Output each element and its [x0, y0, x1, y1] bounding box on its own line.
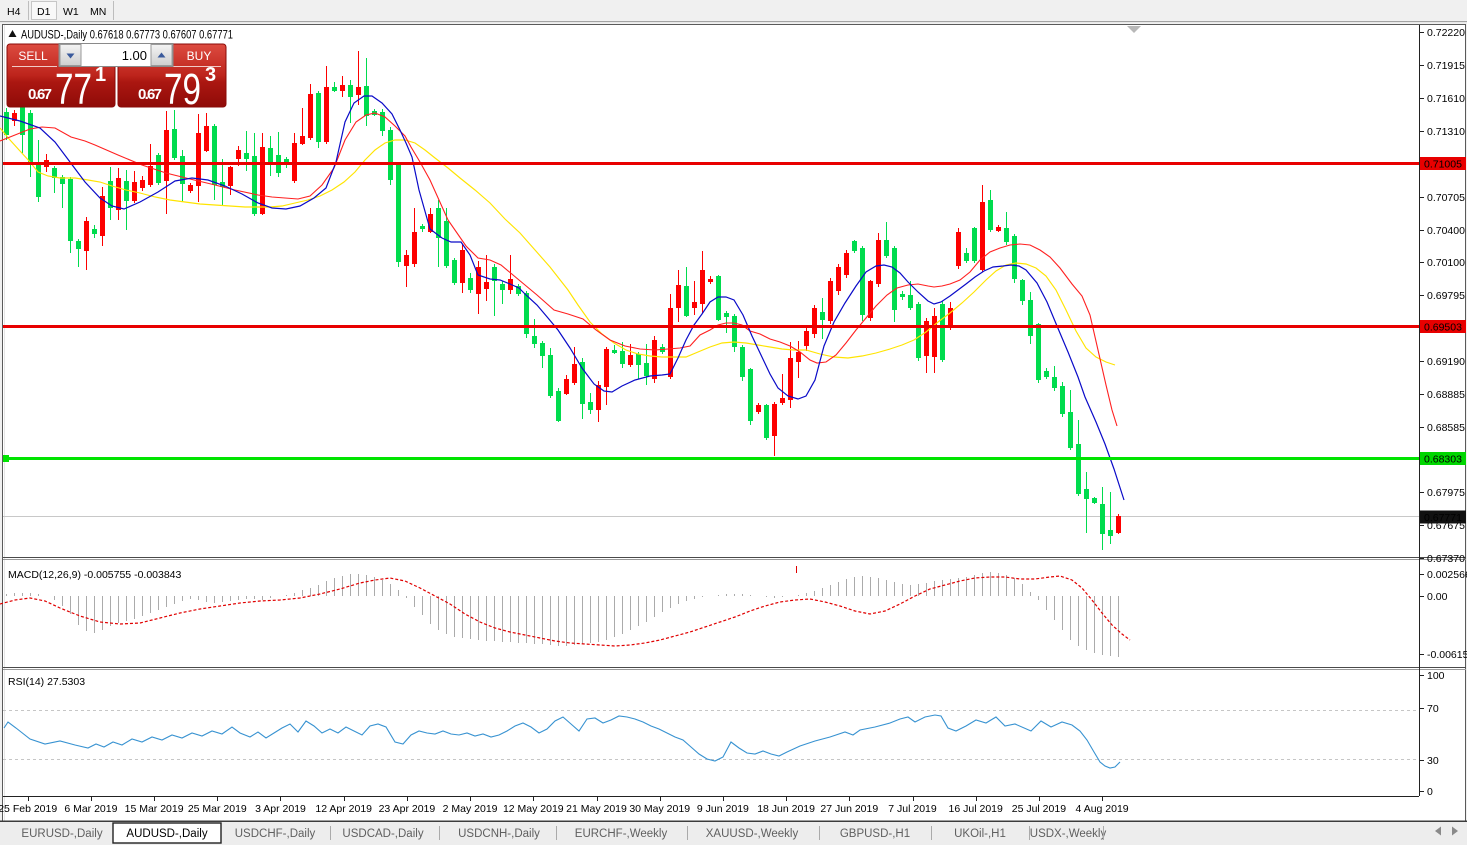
svg-text:0.67771: 0.67771 [1424, 512, 1462, 524]
svg-text:D1: D1 [37, 6, 51, 18]
svg-text:UKOil-,H1: UKOil-,H1 [954, 828, 1006, 840]
svg-text:0.69190: 0.69190 [1427, 356, 1465, 368]
svg-text:MACD(12,26,9) -0.005755 -0.003: MACD(12,26,9) -0.005755 -0.003843 [8, 569, 182, 581]
svg-text:EURUSD-,Daily: EURUSD-,Daily [21, 828, 102, 840]
svg-text:MN: MN [90, 6, 106, 18]
svg-text:0.71610: 0.71610 [1427, 93, 1465, 105]
svg-text:12 May 2019: 12 May 2019 [503, 803, 564, 815]
svg-text:0.68303: 0.68303 [1424, 454, 1462, 466]
svg-text:2 May 2019: 2 May 2019 [443, 803, 498, 815]
svg-text:USDCHF-,Daily: USDCHF-,Daily [235, 828, 316, 840]
svg-text:0: 0 [1427, 786, 1433, 798]
svg-text:25 Mar 2019: 25 Mar 2019 [188, 803, 247, 815]
svg-text:4 Aug 2019: 4 Aug 2019 [1076, 803, 1129, 815]
svg-text:USDCAD-,Daily: USDCAD-,Daily [342, 828, 423, 840]
svg-text:H4: H4 [7, 6, 21, 18]
svg-text:0.70400: 0.70400 [1427, 225, 1465, 237]
svg-text:7 Jul 2019: 7 Jul 2019 [888, 803, 937, 815]
svg-text:0.71915: 0.71915 [1427, 60, 1465, 72]
svg-text:0.70705: 0.70705 [1427, 192, 1465, 204]
svg-text:USDX-,Weekly: USDX-,Weekly [1030, 828, 1107, 840]
svg-text:0.71310: 0.71310 [1427, 126, 1465, 138]
svg-text:1: 1 [95, 64, 106, 86]
svg-text:BUY: BUY [187, 49, 212, 63]
svg-text:0.67975: 0.67975 [1427, 487, 1465, 499]
svg-text:SELL: SELL [18, 49, 48, 63]
svg-text:0.69795: 0.69795 [1427, 290, 1465, 302]
svg-text:RSI(14) 27.5303: RSI(14) 27.5303 [8, 676, 85, 688]
svg-text:AUDUSD-,Daily: AUDUSD-,Daily [126, 828, 207, 840]
svg-text:18 Jun 2019: 18 Jun 2019 [757, 803, 815, 815]
svg-text:21 May 2019: 21 May 2019 [566, 803, 627, 815]
svg-text:0.67370: 0.67370 [1427, 553, 1465, 565]
svg-text:XAUUSD-,Weekly: XAUUSD-,Weekly [706, 828, 799, 840]
svg-text:GBPUSD-,H1: GBPUSD-,H1 [840, 828, 910, 840]
svg-text:0.69503: 0.69503 [1424, 322, 1462, 334]
svg-text:0.67: 0.67 [138, 86, 162, 103]
svg-text:30 May 2019: 30 May 2019 [629, 803, 690, 815]
svg-text:27 Jun 2019: 27 Jun 2019 [820, 803, 878, 815]
svg-text:W1: W1 [63, 6, 79, 18]
svg-text:9 Jun 2019: 9 Jun 2019 [697, 803, 749, 815]
svg-text:3 Apr 2019: 3 Apr 2019 [255, 803, 306, 815]
svg-text:15 Mar 2019: 15 Mar 2019 [125, 803, 184, 815]
svg-text:70: 70 [1427, 703, 1439, 715]
svg-text:25 Feb 2019: 25 Feb 2019 [0, 803, 57, 815]
svg-text:1.00: 1.00 [122, 48, 147, 63]
svg-text:USDCNH-,Daily: USDCNH-,Daily [458, 828, 540, 840]
svg-text:30: 30 [1427, 755, 1439, 767]
svg-text:77: 77 [55, 65, 92, 114]
svg-text:100: 100 [1427, 670, 1445, 682]
svg-text:0.00: 0.00 [1427, 591, 1448, 603]
svg-text:0.68585: 0.68585 [1427, 422, 1465, 434]
svg-text:3: 3 [205, 64, 216, 86]
svg-text:0.67: 0.67 [28, 86, 52, 103]
svg-text:0.68885: 0.68885 [1427, 389, 1465, 401]
svg-text:25 Jul 2019: 25 Jul 2019 [1012, 803, 1066, 815]
svg-text:79: 79 [164, 65, 201, 114]
svg-text:16 Jul 2019: 16 Jul 2019 [949, 803, 1003, 815]
svg-text:0.71005: 0.71005 [1424, 159, 1462, 171]
svg-text:6 Mar 2019: 6 Mar 2019 [64, 803, 117, 815]
svg-text:EURCHF-,Weekly: EURCHF-,Weekly [575, 828, 668, 840]
svg-text:23 Apr 2019: 23 Apr 2019 [379, 803, 436, 815]
svg-text:AUDUSD-,Daily 0.67618 0.67773: AUDUSD-,Daily 0.67618 0.67773 0.67607 0.… [21, 28, 233, 42]
svg-text:12 Apr 2019: 12 Apr 2019 [315, 803, 372, 815]
svg-text:0.72220: 0.72220 [1427, 27, 1465, 39]
svg-text:0.70100: 0.70100 [1427, 257, 1465, 269]
svg-text:0.002566: 0.002566 [1427, 569, 1467, 581]
